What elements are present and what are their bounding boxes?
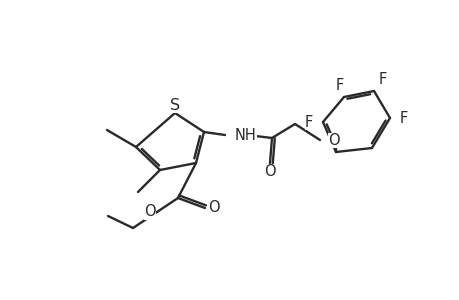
Text: S: S — [169, 98, 179, 112]
Text: F: F — [399, 110, 407, 125]
Text: F: F — [304, 115, 313, 130]
Text: O: O — [263, 164, 275, 179]
Text: F: F — [335, 77, 343, 92]
Text: NH: NH — [235, 128, 256, 142]
Text: O: O — [208, 200, 219, 215]
Text: O: O — [144, 205, 156, 220]
Text: F: F — [378, 71, 386, 86]
Text: O: O — [327, 133, 339, 148]
